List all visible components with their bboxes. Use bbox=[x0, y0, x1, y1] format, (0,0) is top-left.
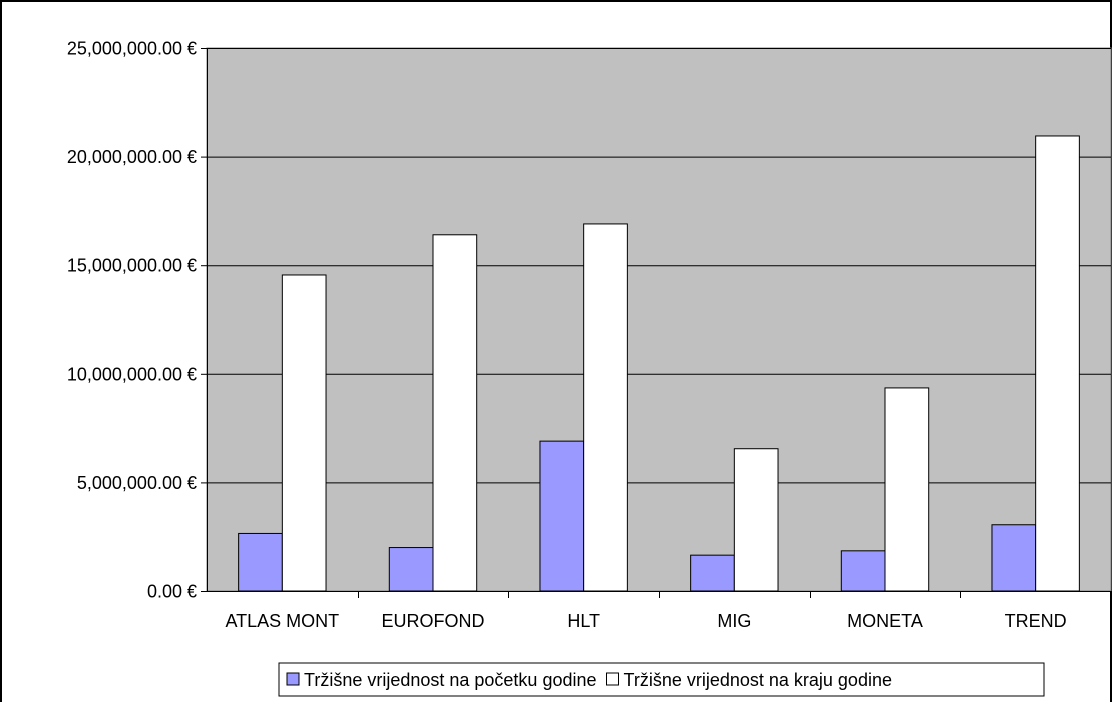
x-tick-label: HLT bbox=[567, 611, 600, 631]
bar-end-moneta bbox=[884, 387, 930, 592]
bar-end-eurofond bbox=[432, 234, 478, 592]
y-tick-label: 20,000,000.00 € bbox=[67, 147, 197, 167]
legend-swatch bbox=[286, 672, 300, 686]
x-axis: ATLAS MONT EUROFOND HLT MIG MONETA TREND bbox=[207, 591, 1112, 631]
legend: Tržišne vrijednost na početku godine Trži… bbox=[278, 662, 1045, 697]
bar-start-trend bbox=[991, 524, 1037, 592]
x-tick-label: EUROFOND bbox=[382, 611, 485, 631]
plot-area bbox=[206, 47, 1112, 592]
bar-end-atlas-mont bbox=[281, 274, 327, 592]
bar-start-hlt bbox=[539, 440, 585, 592]
legend-label: Tržišne vrijednost na početku godine bbox=[304, 670, 597, 690]
x-tick-label: MIG bbox=[717, 611, 751, 631]
bar-start-mig bbox=[690, 554, 735, 592]
y-tick-label: 15,000,000.00 € bbox=[67, 256, 197, 276]
y-tick-label: 25,000,000.00 € bbox=[67, 39, 197, 59]
bar-end-trend bbox=[1035, 135, 1080, 592]
bar-start-moneta bbox=[840, 550, 886, 592]
bar-end-mig bbox=[733, 448, 779, 592]
bars bbox=[238, 135, 1080, 592]
bar-start-atlas-mont bbox=[238, 532, 283, 592]
x-tick-label: TREND bbox=[1005, 611, 1067, 631]
bar-end-hlt bbox=[583, 223, 628, 592]
bar-start-eurofond bbox=[388, 547, 434, 592]
y-tick-label: 10,000,000.00 € bbox=[67, 364, 197, 384]
y-axis: 0.00 € 5,000,000.00 € 10,000,000.00 € 15,00… bbox=[67, 39, 208, 602]
y-tick-label: 0.00 € bbox=[147, 582, 197, 602]
legend-box bbox=[278, 662, 1045, 697]
gridlines bbox=[207, 48, 1111, 484]
x-tick-label: ATLAS MONT bbox=[225, 611, 339, 631]
legend-label: Tržišne vrijednost na kraju godine bbox=[624, 670, 892, 690]
x-tick-label: MONETA bbox=[847, 611, 923, 631]
legend-swatch bbox=[606, 672, 619, 686]
y-tick-label: 5,000,000.00 € bbox=[77, 473, 197, 493]
